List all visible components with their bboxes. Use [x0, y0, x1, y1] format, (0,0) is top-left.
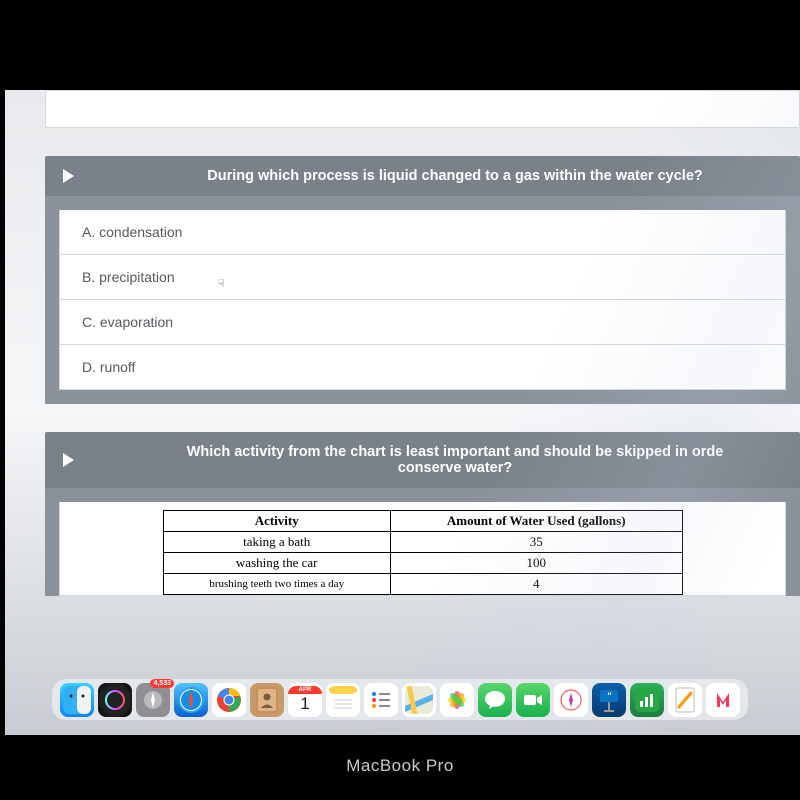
finder-icon[interactable] — [60, 683, 94, 717]
option-a[interactable]: A. condensation — [59, 210, 786, 255]
activity-table-card: Activity Amount of Water Used (gallons) … — [59, 502, 786, 596]
itunes-icon[interactable] — [554, 683, 588, 717]
col-water: Amount of Water Used (gallons) — [390, 511, 682, 532]
calendar-month: APR — [288, 686, 322, 694]
facetime-icon[interactable] — [516, 683, 550, 717]
pages-icon[interactable] — [668, 683, 702, 717]
col-activity: Activity — [163, 511, 390, 532]
cursor-icon: ☟ — [218, 277, 225, 290]
badge: 4,533 — [150, 679, 174, 688]
reminders-icon[interactable] — [364, 683, 398, 717]
laptop-label: MacBook Pro — [346, 756, 454, 776]
question2-header[interactable]: Which activity from the chart is least i… — [45, 432, 800, 488]
table-row: brushing teeth two times a day 4 — [163, 574, 682, 595]
activity-table: Activity Amount of Water Used (gallons) … — [163, 510, 683, 595]
question1-text: During which process is liquid changed t… — [128, 168, 782, 184]
photos-icon[interactable] — [440, 683, 474, 717]
question1-header[interactable]: During which process is liquid changed t… — [45, 156, 800, 196]
safari-icon[interactable] — [174, 683, 208, 717]
quiz-screen: During which process is liquid changed t… — [5, 90, 800, 735]
chrome-icon[interactable] — [212, 683, 246, 717]
calendar-day: 1 — [300, 694, 309, 714]
contacts-icon[interactable] — [250, 683, 284, 717]
option-d[interactable]: D. runoff — [59, 345, 786, 390]
launchpad-icon[interactable]: 4,533 — [136, 683, 170, 717]
table-row: taking a bath 35 — [163, 532, 682, 553]
notes-icon[interactable] — [326, 683, 360, 717]
content-wrapper: During which process is liquid changed t… — [5, 90, 800, 596]
question2-text: Which activity from the chart is least i… — [128, 444, 782, 476]
option-b-label: B. precipitation — [82, 269, 175, 285]
expand-icon — [63, 453, 74, 467]
question2-body: Activity Amount of Water Used (gallons) … — [45, 488, 800, 596]
question1-options-container: A. condensation B. precipitation ☟ C. ev… — [45, 196, 800, 404]
option-b[interactable]: B. precipitation ☟ — [59, 255, 786, 300]
siri-icon[interactable] — [98, 683, 132, 717]
svg-text:": " — [607, 691, 612, 701]
option-c[interactable]: C. evaporation — [59, 300, 786, 345]
keynote-icon[interactable]: " — [592, 683, 626, 717]
news-icon[interactable] — [706, 683, 740, 717]
table-row: washing the car 100 — [163, 553, 682, 574]
macos-dock: 4,533 APR 1 " — [52, 679, 748, 720]
expand-icon — [63, 169, 74, 183]
maps-icon[interactable] — [402, 683, 436, 717]
numbers-icon[interactable] — [630, 683, 664, 717]
messages-icon[interactable] — [478, 683, 512, 717]
calendar-icon[interactable]: APR 1 — [288, 683, 322, 717]
previous-question-card[interactable] — [45, 90, 800, 128]
